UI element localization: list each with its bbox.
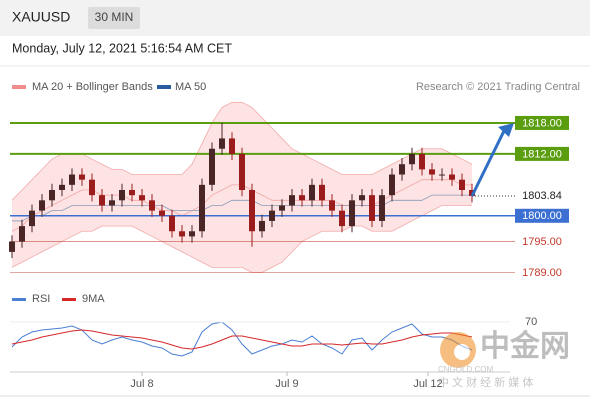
candle-body — [139, 195, 145, 201]
symbol: XAUUSD — [12, 9, 70, 25]
rsi-line — [11, 321, 473, 357]
legend-swatch — [12, 85, 26, 89]
candle-body — [259, 220, 265, 232]
candle-body — [29, 210, 35, 227]
candle-body — [169, 215, 175, 232]
candle-body — [419, 153, 425, 170]
candle-body — [309, 184, 315, 201]
ma50-line — [12, 194, 472, 222]
legend-label: MA 20 + Bollinger Bands — [32, 81, 153, 93]
level-label: 1812.00 — [522, 148, 562, 160]
watermark: 中金网 CNGOLD.COM 中 文 财 经 新 媒 体 — [438, 329, 570, 389]
candle-body — [379, 195, 385, 221]
candle-body — [229, 138, 235, 154]
band-upper — [11, 101, 473, 201]
candle-body — [149, 200, 155, 211]
rsi-tick-label: 70 — [525, 316, 537, 328]
candle-body — [209, 148, 215, 185]
forecast-arrow — [470, 128, 507, 197]
candle-body — [269, 210, 275, 221]
legend-swatch — [62, 298, 76, 301]
candle-body — [19, 226, 25, 242]
candle-body — [69, 174, 75, 185]
level-label-box — [515, 208, 569, 223]
timestamp: Monday, July 12, 2021 5:16:54 AM CET — [12, 41, 232, 55]
candle-body — [89, 179, 95, 196]
candle-body — [369, 195, 375, 221]
x-tick-label: Jul 8 — [130, 378, 153, 390]
current-price-label: 1803.84 — [522, 190, 562, 202]
candle-body — [49, 190, 55, 201]
candle-body — [359, 195, 365, 201]
candle-body — [199, 184, 205, 232]
level-label: 1795.00 — [522, 236, 562, 248]
candle-body — [109, 200, 115, 206]
candle-body — [249, 190, 255, 232]
legend-swatch — [12, 298, 26, 301]
candle-body — [59, 184, 65, 190]
level-label: 1818.00 — [522, 117, 562, 129]
legend-label: MA 50 — [175, 81, 206, 93]
forecast-arrowhead — [498, 122, 514, 137]
candle-body — [129, 190, 135, 196]
candle-body — [439, 174, 445, 176]
legend-label: 9MA — [82, 293, 105, 305]
candle-body — [389, 174, 395, 196]
candle-body — [119, 190, 125, 201]
candle-body — [189, 231, 195, 237]
candle-body — [99, 195, 105, 206]
candle-body — [349, 200, 355, 227]
candle-body — [319, 184, 325, 201]
candle-body — [159, 210, 165, 216]
watermark-logo-inner — [454, 344, 470, 360]
legend-label: RSI — [32, 293, 50, 305]
level-label: 1800.00 — [522, 210, 562, 222]
candle-body — [339, 210, 345, 227]
candle-body — [179, 231, 185, 237]
level-label: 1789.00 — [522, 267, 562, 279]
candle-body — [429, 169, 435, 175]
candle-body — [299, 195, 305, 201]
candle-body — [219, 138, 225, 149]
watermark-name: 中金网 — [480, 329, 570, 363]
watermark-tagline: 中 文 财 经 新 媒 体 — [438, 375, 533, 389]
candle-body — [329, 200, 335, 211]
candle-body — [239, 153, 245, 190]
x-tick-label: Jul 12 — [413, 378, 442, 390]
candle-body — [39, 200, 45, 211]
candle-body — [459, 179, 465, 190]
rsi-line — [11, 329, 473, 350]
legend-swatch — [157, 85, 171, 89]
candle-body — [399, 164, 405, 175]
candle-body — [409, 153, 415, 165]
candle-body — [79, 174, 85, 180]
timeframe[interactable]: 30 MIN — [95, 10, 134, 24]
level-label-box — [515, 115, 569, 130]
x-tick-label: Jul 9 — [275, 378, 298, 390]
candle-body — [289, 195, 295, 206]
band-lower — [11, 205, 472, 273]
candle-body — [9, 241, 15, 252]
watermark-domain: CNGOLD.COM — [438, 365, 493, 374]
candle-body — [279, 205, 285, 211]
credit: Research © 2021 Trading Central — [416, 81, 580, 93]
timeframe-tab[interactable] — [88, 7, 140, 29]
candle-body — [449, 174, 455, 180]
level-label-box — [515, 146, 569, 161]
